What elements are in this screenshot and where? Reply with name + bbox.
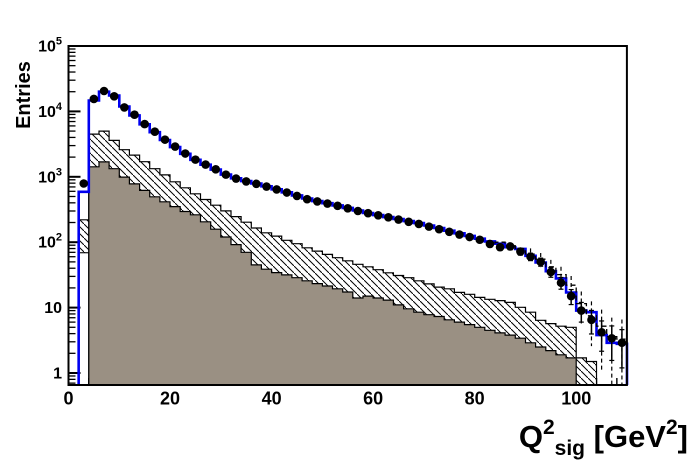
data-point-marker: [252, 179, 261, 189]
data-point-marker: [444, 227, 454, 237]
y-tick-label: 10: [44, 300, 62, 317]
data-point-marker: [302, 194, 312, 204]
data-point-marker: [221, 170, 231, 179]
data-point-marker: [130, 110, 139, 120]
data-point-marker: [180, 149, 190, 158]
data-point-marker: [536, 257, 545, 267]
data-point-marker: [414, 219, 424, 229]
data-point-marker: [495, 242, 505, 252]
data-point-marker: [505, 242, 515, 251]
data-point-marker: [211, 165, 221, 174]
data-point-marker: [120, 103, 129, 112]
data-point-marker: [607, 333, 617, 343]
plot-frame: [67, 45, 628, 386]
frame-border: [67, 45, 628, 386]
data-point-marker: [587, 315, 596, 325]
data-point-marker: [465, 232, 474, 242]
y-tick-label: 103: [38, 166, 62, 186]
data-point-marker: [566, 291, 576, 301]
data-point-marker: [99, 86, 109, 96]
y-axis-title: Entries: [13, 61, 35, 129]
y-tick-label: 1: [53, 366, 62, 383]
y-tick-label: 104: [38, 101, 63, 121]
x-tick-label: 80: [465, 389, 485, 409]
data-point-marker: [485, 239, 495, 249]
data-point-marker: [150, 127, 160, 136]
data-point-marker: [333, 201, 342, 211]
axis-labels: 0 20 40 60 80 100 1 10 102 103 104 105: [38, 36, 591, 409]
data-point-marker: [526, 252, 535, 262]
data-point-marker: [434, 224, 444, 234]
data-point-marker: [170, 142, 180, 151]
data-point-marker: [241, 177, 251, 186]
data-point-marker: [262, 182, 271, 191]
data-point-marker: [363, 208, 373, 218]
data-point-marker: [384, 213, 393, 222]
data-point-marker: [109, 92, 119, 101]
data-point-marker: [312, 197, 322, 206]
data-point-marker: [272, 185, 281, 194]
data-point-marker: [292, 191, 302, 201]
mc-total-histogram: [77, 90, 629, 386]
data-point-marker: [201, 160, 210, 169]
data-point-marker: [394, 215, 403, 224]
data-point-marker: [343, 203, 353, 213]
data-point-marker: [404, 217, 413, 227]
x-tick-label: 40: [262, 389, 282, 409]
data-point-marker: [191, 155, 200, 164]
y-tick-label: 102: [38, 232, 62, 252]
x-tick-label: 100: [561, 389, 591, 409]
data-point-marker: [546, 267, 556, 277]
data-point-marker: [353, 206, 363, 216]
data-point-marker: [556, 278, 566, 288]
x-tick-label: 20: [160, 389, 180, 409]
data-point-marker: [516, 247, 525, 256]
data-point-marker: [89, 94, 99, 104]
data-point-marker: [424, 222, 434, 231]
x-tick-label: 0: [63, 389, 73, 409]
data-point-marker: [231, 174, 241, 183]
x-tick-label: 60: [363, 389, 383, 409]
data-point-marker: [323, 199, 332, 208]
y-tick-label: 105: [38, 36, 62, 56]
data-point-marker: [577, 306, 586, 315]
hatched-first-bin-band: [78, 219, 90, 254]
data-point-marker: [373, 210, 383, 220]
data-point-marker: [160, 135, 170, 144]
data-point-marker: [617, 338, 627, 348]
data-point-marker: [79, 179, 89, 188]
data-point-marker: [282, 188, 292, 197]
data-point-marker: [475, 235, 485, 245]
gray-background-histogram: [88, 161, 577, 386]
x-axis-title: Q2sig [GeV2]: [519, 416, 688, 460]
data-point-marker: [140, 119, 149, 129]
series-layer: [77, 86, 629, 386]
data-point-marker: [455, 230, 464, 239]
data-point-marker: [597, 327, 606, 337]
